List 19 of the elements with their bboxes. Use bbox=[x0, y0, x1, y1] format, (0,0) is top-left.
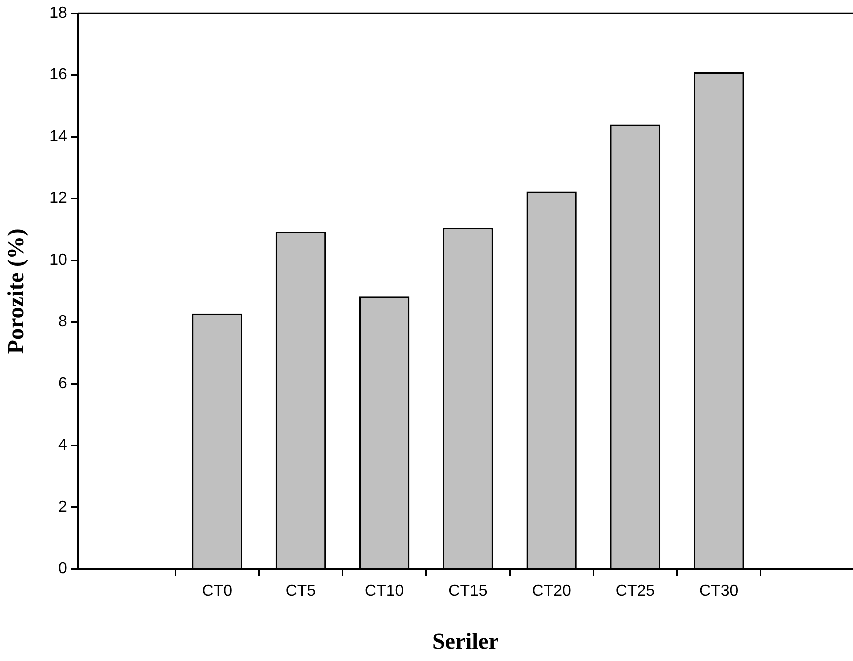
y-tick-label: 10 bbox=[50, 252, 68, 269]
x-tick-label: CT20 bbox=[532, 583, 572, 600]
y-tick-label: 14 bbox=[50, 128, 68, 146]
x-tick-label: CT25 bbox=[616, 583, 656, 600]
x-tick-label: CT5 bbox=[286, 583, 316, 600]
y-tick-label: 8 bbox=[58, 314, 68, 331]
x-tick-label: CT0 bbox=[202, 583, 233, 600]
y-tick-label: 4 bbox=[58, 437, 68, 454]
y-tick-label: 2 bbox=[58, 498, 68, 516]
y-tick-label: 16 bbox=[50, 66, 68, 84]
y-axis-title: Porozite (%) bbox=[4, 228, 29, 354]
y-tick-label: 12 bbox=[50, 190, 68, 208]
y-tick-label: 18 bbox=[50, 5, 68, 22]
y-tick-label: 6 bbox=[58, 375, 68, 392]
x-tick-label: CT10 bbox=[365, 583, 404, 600]
x-tick-label: CT15 bbox=[448, 583, 488, 600]
y-tick-label: 0 bbox=[58, 560, 68, 578]
x-tick-label: CT30 bbox=[700, 583, 739, 600]
x-axis-title: Seriler bbox=[432, 629, 499, 654]
